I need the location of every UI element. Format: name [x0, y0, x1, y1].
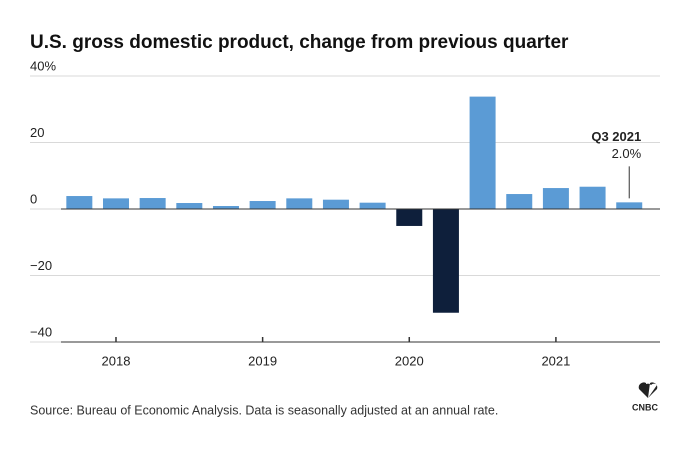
bar [66, 196, 93, 209]
bar [212, 206, 239, 209]
bar [579, 186, 606, 209]
bar [359, 202, 386, 209]
value-label: 2.0% [612, 146, 642, 161]
bar [432, 209, 459, 313]
bar [506, 194, 533, 209]
logo: CNBC [632, 382, 658, 412]
y-tick-label: 20 [30, 125, 44, 140]
logo-peacock [638, 382, 658, 398]
y-tick-label: 0 [30, 191, 37, 206]
y-tick-label: 40% [30, 58, 56, 73]
chart-title: U.S. gross domestic product, change from… [30, 32, 569, 53]
logo-text: CNBC [632, 402, 658, 412]
x-tick-label: 2018 [102, 353, 131, 368]
x-tick-label: 2019 [248, 353, 277, 368]
source-note: Source: Bureau of Economic Analysis. Dat… [30, 403, 498, 417]
bar [322, 199, 349, 209]
x-tick-label: 2021 [541, 353, 570, 368]
x-tick-label: 2020 [395, 353, 424, 368]
y-tick-label: −20 [30, 258, 52, 273]
bar [249, 201, 276, 209]
y-tick-label: −40 [30, 324, 52, 339]
bar [469, 96, 496, 209]
bar [542, 188, 569, 209]
bar [286, 198, 313, 209]
bar [616, 202, 643, 209]
annotation-label: Q3 2021 [591, 129, 641, 144]
bar [139, 198, 166, 209]
bar [176, 203, 203, 209]
bar [396, 209, 423, 226]
bar [102, 198, 129, 209]
